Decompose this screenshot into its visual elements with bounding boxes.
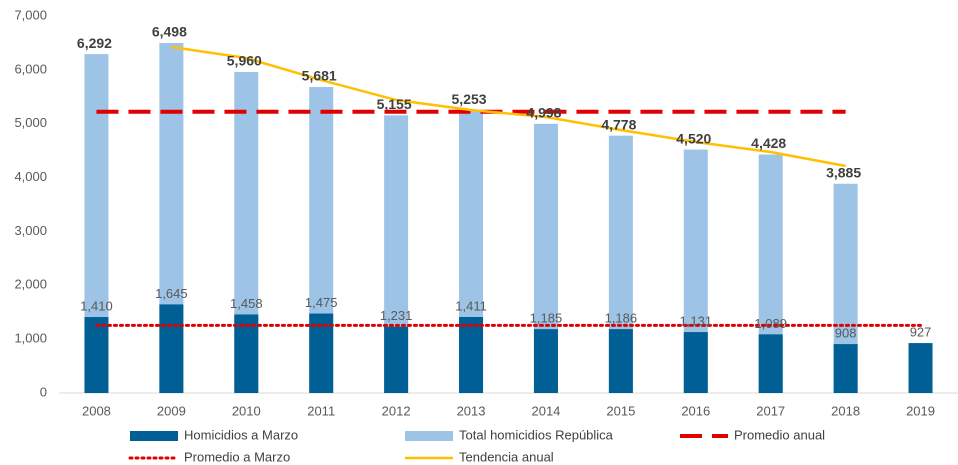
- total-label: 5,960: [227, 53, 262, 69]
- total-label: 6,292: [77, 35, 112, 51]
- total-label: 3,885: [826, 164, 861, 180]
- legend-swatch: [130, 431, 178, 441]
- bar: [908, 343, 933, 393]
- x-tick-label: 2012: [382, 403, 411, 418]
- total-label: 5,681: [302, 68, 337, 84]
- total-label: 5,155: [377, 96, 412, 112]
- bar: [159, 304, 184, 393]
- bar: [459, 317, 484, 393]
- y-tick-label: 2,000: [14, 277, 47, 292]
- x-tick-label: 2019: [906, 403, 935, 418]
- march-label: 927: [910, 325, 932, 340]
- legend-label: Promedio a Marzo: [184, 449, 290, 464]
- march-label: 1,645: [155, 286, 188, 301]
- bar: [533, 329, 558, 393]
- bar: [758, 334, 783, 393]
- x-tick-label: 2010: [232, 403, 261, 418]
- x-tick-label: 2008: [82, 403, 111, 418]
- total-label: 4,998: [526, 105, 561, 121]
- march-label: 1,231: [380, 308, 413, 323]
- bar: [608, 329, 633, 393]
- total-label: 4,778: [601, 116, 636, 132]
- total-label: 6,498: [152, 24, 187, 40]
- x-tick-label: 2015: [606, 403, 635, 418]
- march-label: 1,131: [680, 314, 713, 329]
- y-tick-label: 1,000: [14, 331, 47, 346]
- total-label: 4,428: [751, 135, 786, 151]
- bar: [234, 314, 259, 393]
- march-label: 1,185: [530, 311, 563, 326]
- x-tick-label: 2017: [756, 403, 785, 418]
- march-label: 1,410: [80, 298, 113, 313]
- y-tick-label: 6,000: [14, 61, 47, 76]
- bar: [833, 344, 858, 393]
- legend-label: Total homicidios República: [459, 427, 614, 442]
- y-tick-label: 7,000: [14, 7, 47, 22]
- march-label: 1,411: [455, 298, 487, 313]
- legend-label: Homicidios a Marzo: [184, 427, 298, 442]
- line-solid: [171, 45, 846, 168]
- legend-label: Promedio anual: [734, 427, 825, 442]
- y-tick-label: 0: [40, 384, 47, 399]
- legend-swatch: [405, 431, 453, 441]
- march-label: 1,458: [230, 296, 263, 311]
- legend-label: Tendencia anual: [459, 449, 554, 464]
- march-label: 1,475: [305, 295, 338, 310]
- x-tick-label: 2014: [531, 403, 560, 418]
- x-tick-label: 2009: [157, 403, 186, 418]
- y-tick-label: 3,000: [14, 223, 47, 238]
- y-tick-label: 4,000: [14, 169, 47, 184]
- bar: [84, 317, 109, 393]
- x-tick-label: 2013: [457, 403, 486, 418]
- total-label: 5,253: [452, 91, 487, 107]
- bar: [683, 332, 708, 393]
- x-tick-label: 2011: [307, 403, 335, 418]
- march-label: 1,089: [754, 316, 787, 331]
- x-tick-label: 2016: [681, 403, 710, 418]
- march-label: 1,186: [605, 311, 638, 326]
- march-label: 908: [835, 326, 857, 341]
- y-tick-label: 5,000: [14, 115, 47, 130]
- x-tick-label: 2018: [831, 403, 860, 418]
- total-label: 4,520: [676, 130, 711, 146]
- bar: [384, 326, 409, 393]
